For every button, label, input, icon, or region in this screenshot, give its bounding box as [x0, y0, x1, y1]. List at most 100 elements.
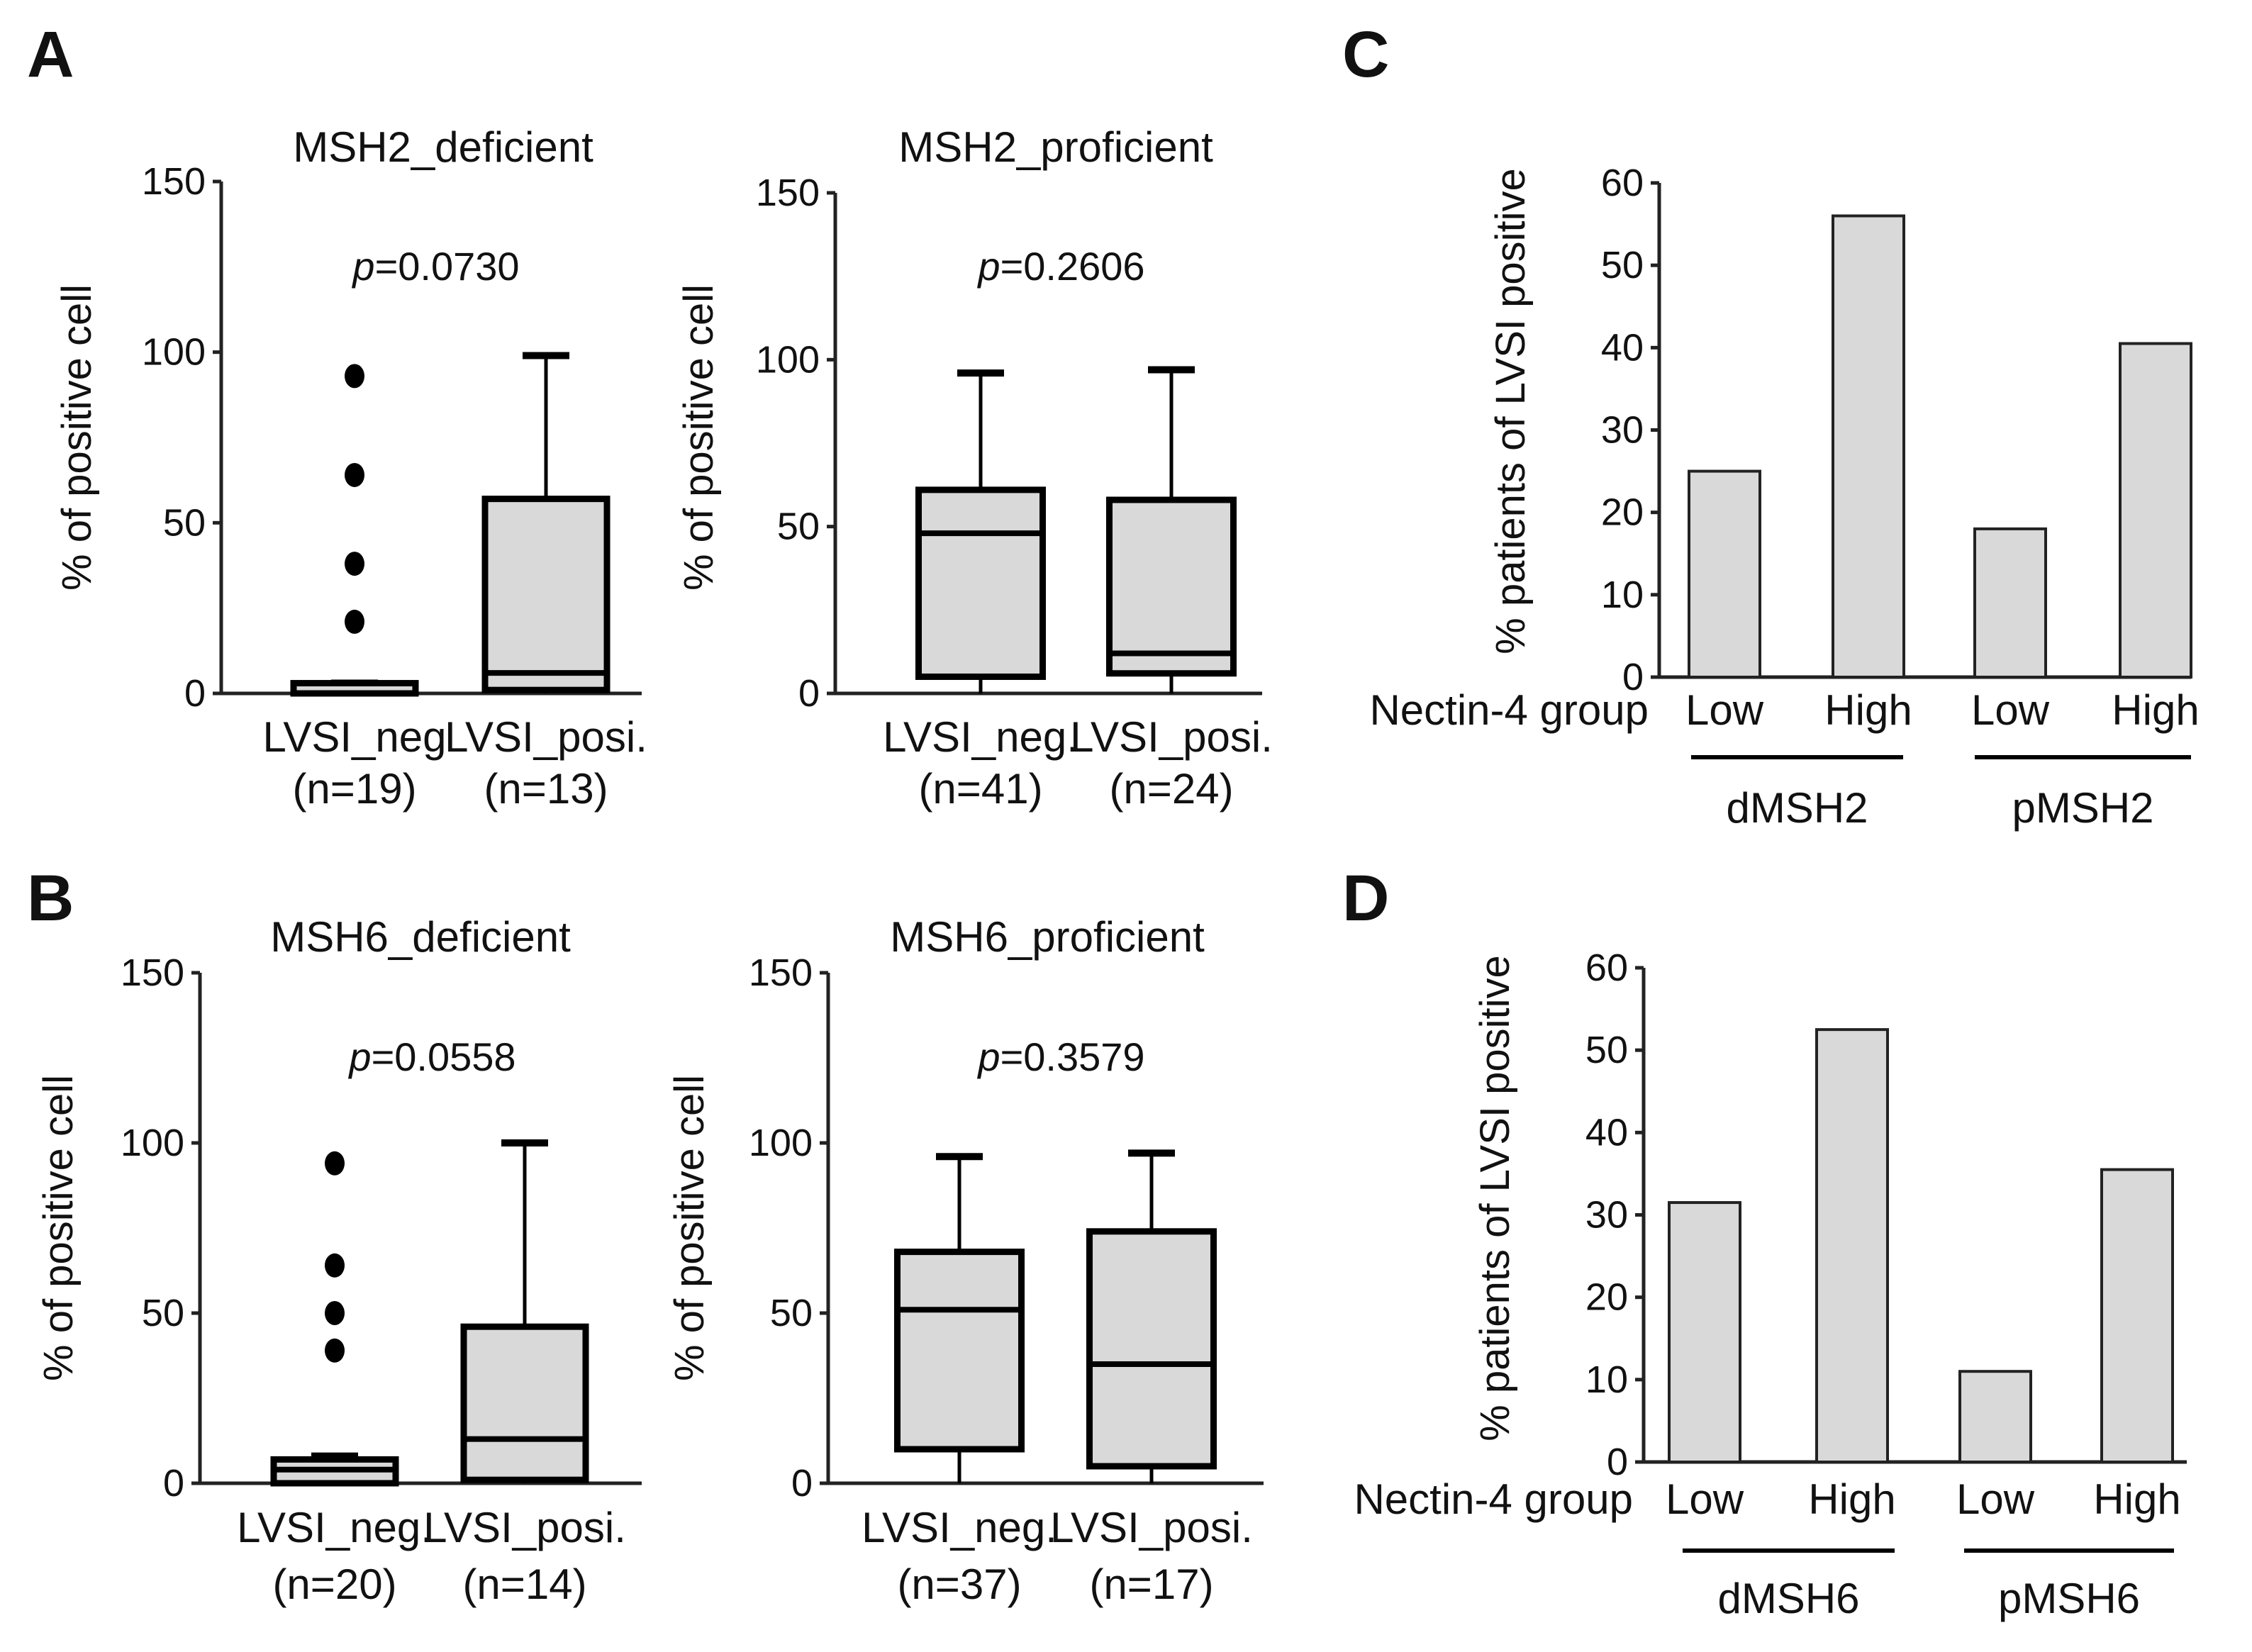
category-label: LVSI_posi.	[423, 1504, 626, 1551]
y-tick-label: 20	[1601, 491, 1644, 534]
box-group: LVSI_posi.(n=13)	[445, 352, 647, 813]
category-label: Low	[1666, 1475, 1744, 1523]
group-label: dMSH6	[1717, 1575, 1859, 1622]
y-tick-label: 0	[798, 672, 820, 715]
p-value: p=0.0558	[347, 1034, 515, 1079]
y-tick-label: 40	[1585, 1111, 1628, 1154]
bar	[1958, 1370, 2032, 1464]
y-axis-label: % of positive cell	[676, 284, 722, 591]
panel-letter-b: B	[27, 862, 74, 934]
y-tick-label: 150	[121, 951, 184, 994]
category-label: Low	[1956, 1475, 2035, 1523]
chart-a1: 0 50 100 150 % of positive cell MSH2_deficien…	[54, 123, 647, 813]
category-label: LVSI_neg.	[862, 1504, 1057, 1551]
category-label: High	[1824, 686, 1912, 734]
category-label: LVSI_posi.	[445, 713, 647, 761]
sample-size-label: (n=19)	[292, 765, 416, 813]
sample-size-label: (n=17)	[1089, 1561, 1213, 1608]
box-group: LVSI_neg.(n=41)	[883, 369, 1078, 813]
group-label: pMSH6	[1998, 1575, 2140, 1622]
chart-d: 0 10 20 30 40 50 60 % patients of LVSI positive…	[1354, 947, 2187, 1622]
p-value-number: =0.3579	[1000, 1034, 1145, 1079]
y-tick-label: 10	[1601, 574, 1644, 616]
category-label: LVSI_posi.	[1050, 1504, 1253, 1551]
category-label: LVSI_posi.	[1070, 713, 1273, 761]
sample-size-label: (n=13)	[484, 765, 608, 813]
y-tick-label: 100	[749, 1122, 813, 1164]
category-label: LVSI_neg.	[237, 1504, 433, 1551]
bar	[1688, 469, 1761, 679]
p-value: p=0.3579	[976, 1034, 1144, 1079]
group-label: pMSH2	[2012, 784, 2153, 832]
y-tick-label: 60	[1585, 947, 1628, 989]
y-tick-label: 150	[756, 172, 820, 214]
category-label: High	[1808, 1475, 1895, 1523]
x-axis-label: Nectin-4 group	[1354, 1475, 1633, 1523]
chart-b1: 0 50 100 150 % of positive cell MSH6_deficien…	[35, 913, 642, 1608]
box-group: LVSI_posi.(n=24)	[1070, 366, 1273, 813]
p-value-number: =0.0730	[375, 244, 520, 289]
outlier-point	[325, 1301, 345, 1325]
panel-letter-d: D	[1342, 862, 1389, 934]
outlier-point	[345, 364, 364, 389]
outlier-point	[345, 609, 364, 634]
category-label: High	[2093, 1475, 2180, 1523]
outlier-point	[345, 462, 364, 487]
bar	[1815, 1028, 1889, 1463]
box-group: LVSI_posi. (n=14)	[423, 1139, 626, 1608]
box-group: LVSI_posi. (n=17)	[1050, 1149, 1253, 1608]
sample-size-label: (n=41)	[918, 765, 1042, 813]
y-tick-label: 40	[1601, 326, 1644, 369]
x-axis-label: Nectin-4 group	[1369, 686, 1649, 734]
chart-title: MSH6_proficient	[890, 913, 1205, 961]
box	[1086, 1228, 1217, 1470]
outlier-point	[325, 1151, 345, 1176]
y-tick-label: 0	[184, 672, 206, 715]
chart-a2: 0 50 100 150 % of positive cell MSH2_proficie…	[676, 123, 1273, 813]
box-group: LVSI_neg. (n=37)	[862, 1153, 1057, 1608]
sample-size-label: (n=20)	[272, 1561, 396, 1608]
y-tick-label: 100	[121, 1122, 184, 1164]
p-value-symbol: p	[976, 1034, 1000, 1079]
outlier-point	[325, 1338, 345, 1363]
y-axis-label: % of positive cell	[667, 1075, 713, 1381]
box	[481, 496, 611, 693]
y-tick-label: 20	[1585, 1276, 1628, 1319]
p-value: p=0.0730	[351, 244, 519, 289]
chart-title: MSH2_proficient	[898, 123, 1213, 171]
y-tick-label: 10	[1585, 1358, 1628, 1401]
box	[460, 1323, 589, 1483]
y-axis-label: % of positive cell	[35, 1075, 82, 1381]
y-axis-label: % patients of LVSI positive	[1488, 168, 1534, 654]
y-tick-label: 100	[756, 338, 820, 381]
category-label: LVSI_neg.	[883, 713, 1078, 761]
category-label: LVSI_neg	[262, 713, 446, 761]
y-tick-label: 30	[1601, 409, 1644, 452]
y-tick-label: 30	[1585, 1194, 1628, 1237]
box	[1106, 496, 1237, 677]
box	[894, 1249, 1025, 1453]
p-value-symbol: p	[351, 244, 374, 289]
y-tick-label: 60	[1601, 162, 1644, 204]
y-tick-label: 0	[163, 1462, 184, 1505]
bar	[2100, 1168, 2174, 1463]
box-group: LVSI_neg. (n=20)	[237, 1151, 433, 1608]
outlier-point	[325, 1253, 345, 1278]
category-label: Low	[1685, 686, 1764, 734]
chart-title: MSH6_deficient	[270, 913, 571, 961]
chart-title: MSH2_deficient	[293, 123, 593, 171]
chart-c: 0 10 20 30 40 50 60 % patients of LVSI positive…	[1369, 162, 2199, 832]
box	[915, 486, 1046, 680]
y-tick-label: 150	[749, 951, 813, 994]
p-value-number: =0.0558	[372, 1034, 516, 1079]
outlier-point	[345, 552, 364, 576]
panel-letter-a: A	[27, 18, 74, 91]
y-axis-label: % patients of LVSI positive	[1472, 955, 1518, 1441]
y-axis-label: % of positive cell	[54, 284, 100, 591]
p-value-symbol: p	[976, 244, 1000, 289]
p-value: p=0.2606	[976, 244, 1144, 289]
y-tick-label: 50	[1585, 1029, 1628, 1071]
y-tick-label: 0	[1622, 656, 1644, 698]
category-label: High	[2112, 686, 2199, 734]
